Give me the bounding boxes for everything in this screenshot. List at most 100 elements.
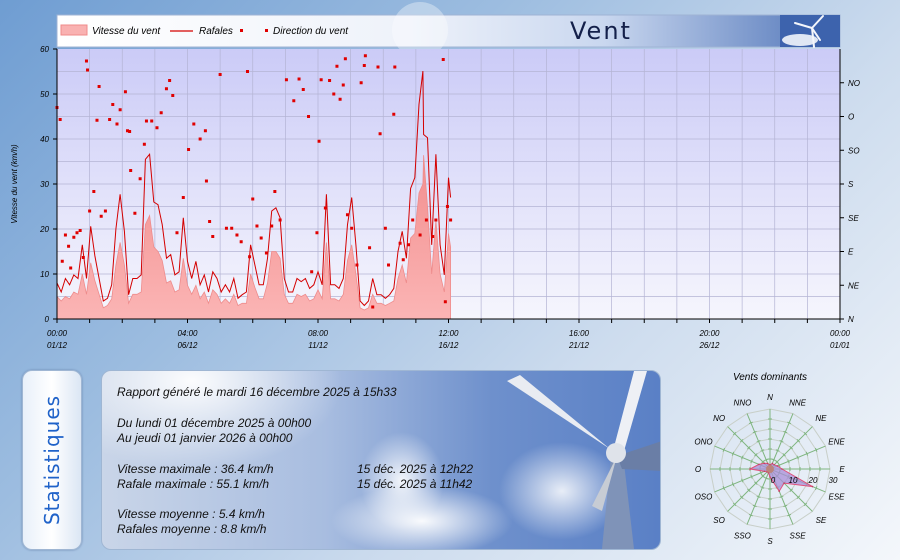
rose-tick	[787, 513, 792, 517]
x-tick-date: 01/01	[830, 341, 850, 350]
rose-tick	[741, 478, 744, 483]
x-tick-date: 06/12	[177, 341, 198, 350]
direction-point	[418, 233, 422, 237]
direction-point	[371, 305, 375, 309]
x-tick-time: 16:00	[569, 329, 590, 338]
y2-tick-label: NO	[848, 79, 860, 88]
direction-point	[315, 231, 319, 235]
rose-tick	[759, 470, 762, 475]
rose-tick	[761, 474, 765, 478]
direction-point	[363, 54, 367, 58]
rose-tick	[752, 504, 757, 508]
rose-tick	[779, 440, 784, 443]
rose-value-point	[776, 465, 779, 467]
direction-point	[245, 70, 249, 73]
axes: 0 10 20 30 40 50 60 N NE E SE S SO O NO 00:00 01/12 04:00…	[39, 45, 860, 350]
stats-panel: Rapport généré le mardi 16 décembre 2025…	[101, 370, 661, 550]
rose-direction-label: O	[695, 465, 701, 474]
direction-point	[88, 209, 92, 213]
direction-point	[171, 94, 175, 97]
y2-tick-label: SO	[848, 146, 860, 155]
rose-direction-label: SE	[816, 516, 827, 525]
direction-point	[192, 122, 196, 126]
period-to: Au jeudi 01 janvier 2026 à 00h00	[117, 431, 293, 445]
rose-tick	[754, 453, 758, 457]
max-gust-date: 15 déc. 2025 à 11h42	[357, 477, 473, 491]
direction-point	[128, 130, 132, 133]
direction-point	[273, 190, 277, 193]
direction-point	[99, 214, 103, 218]
gust-line	[56, 71, 452, 307]
direction-point	[129, 169, 133, 172]
direction-point	[401, 258, 405, 262]
rose-direction-label: ENE	[828, 437, 845, 446]
direction-point	[278, 218, 282, 222]
direction-point	[63, 233, 67, 237]
stats-heading: Statistiques	[40, 394, 64, 526]
direction-point	[175, 231, 179, 235]
rose-tick	[782, 453, 786, 457]
avg-speed: Vitesse moyenne : 5.4 km/h	[117, 507, 265, 521]
rose-tick	[803, 431, 808, 436]
direction-point	[211, 235, 215, 238]
rose-tick	[750, 474, 753, 479]
direction-point	[376, 65, 380, 69]
avg-gust: Rafales moyenne : 8.8 km/h	[117, 522, 267, 536]
rose-radial-label: 0	[771, 476, 776, 485]
rose-tick	[789, 488, 793, 492]
direction-point	[181, 196, 185, 199]
direction-point	[251, 197, 255, 201]
direction-point	[445, 205, 449, 208]
direction-point	[235, 233, 239, 237]
rose-tick	[752, 430, 757, 434]
rose-value-point	[763, 470, 766, 473]
direction-point	[164, 87, 168, 91]
direction-point	[58, 118, 62, 121]
direction-point	[203, 129, 207, 133]
x-tick-time: 00:00	[47, 329, 68, 338]
rose-tick	[731, 482, 735, 487]
rose-value-point	[749, 468, 751, 470]
rose-direction-label: SSO	[734, 532, 751, 541]
direction-point	[323, 206, 327, 210]
direction-point	[317, 139, 321, 143]
rose-direction-label: SSE	[790, 532, 807, 541]
direction-point	[168, 79, 172, 82]
direction-point	[449, 218, 453, 222]
rose-tick	[741, 455, 744, 460]
direction-point	[72, 235, 76, 239]
direction-point	[441, 58, 445, 61]
rose-value-point	[783, 482, 785, 484]
x-tick-time: 12:00	[438, 329, 459, 338]
direction-point	[387, 263, 391, 267]
direction-point	[115, 122, 119, 126]
legend-speed-swatch	[60, 24, 88, 36]
direction-point	[75, 231, 79, 235]
direction-point	[383, 226, 387, 230]
stats-tab: Statistiques	[22, 370, 82, 550]
rose-value-point	[778, 490, 780, 492]
y-tick-label: 50	[40, 90, 49, 99]
direction-point	[103, 209, 107, 213]
rose-tick	[796, 455, 799, 460]
direction-point	[355, 263, 359, 267]
y-tick-label: 60	[40, 45, 49, 54]
plot-marks	[55, 54, 453, 320]
direction-point	[393, 65, 397, 69]
direction-point	[443, 300, 447, 304]
rose-direction-label: ESE	[829, 493, 846, 502]
direction-point	[248, 255, 252, 259]
rose-value-point	[763, 462, 766, 465]
rose-tick	[783, 504, 788, 508]
direction-point	[255, 224, 259, 228]
direction-point	[338, 97, 342, 101]
rose-tick	[739, 438, 744, 443]
direction-point	[142, 142, 146, 146]
y2-tick-label: NE	[848, 281, 860, 290]
x-tick-time: 08:00	[308, 329, 329, 338]
max-speed-date: 15 déc. 2025 à 12h22	[357, 462, 474, 476]
legend-direction-dot	[265, 29, 268, 32]
direction-point	[343, 57, 347, 61]
rose-tick	[760, 449, 765, 452]
rose-radial-label: 20	[808, 476, 818, 485]
